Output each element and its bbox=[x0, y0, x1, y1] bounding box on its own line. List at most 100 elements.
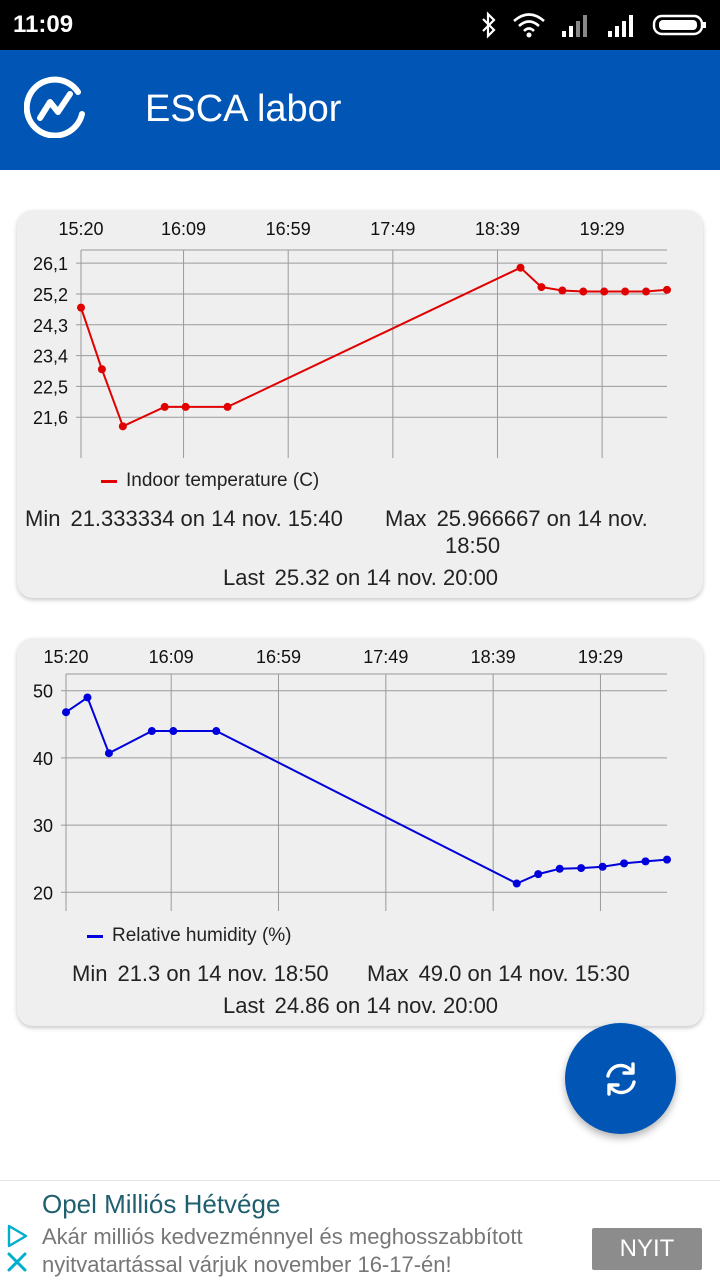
data-point bbox=[534, 870, 543, 879]
x-tick-label: 18:39 bbox=[475, 219, 520, 239]
temperature-card: 26,1 25,2 24,3 23,4 22,5 21,6 15:20 16:09 16:59 1… bbox=[17, 210, 703, 598]
x-tick-label: 16:59 bbox=[256, 647, 301, 667]
data-point bbox=[212, 727, 221, 736]
temperature-chart: 26,1 25,2 24,3 23,4 22,5 21,6 15:20 16:09 16:59 1… bbox=[33, 219, 671, 458]
data-point bbox=[598, 862, 607, 871]
x-tick-label: 17:49 bbox=[370, 219, 415, 239]
min-stat: Min 21.333334 on 14 nov. 15:40 bbox=[25, 506, 343, 532]
refresh-button[interactable] bbox=[565, 1023, 676, 1134]
data-point bbox=[77, 303, 85, 312]
y-tick-label: 24,3 bbox=[33, 316, 68, 336]
data-point bbox=[600, 287, 609, 296]
last-value: 24.86 on 14 nov. 20:00 bbox=[274, 993, 499, 1018]
max-value-continued: 18:50 bbox=[445, 533, 501, 558]
data-point bbox=[621, 287, 630, 296]
legend-label: Indoor temperature (C) bbox=[126, 470, 320, 491]
ad-text: Akár milliós kedvezménnyel és meghosszab… bbox=[42, 1224, 523, 1277]
ad-choices-icon[interactable] bbox=[5, 1224, 29, 1248]
y-tick-label: 26,1 bbox=[33, 254, 68, 274]
data-point bbox=[97, 365, 106, 374]
humidity-card: 50 40 30 20 15:20 16:09 16:59 17:49 18:39 19:29 R… bbox=[17, 638, 703, 1026]
y-tick-label: 30 bbox=[33, 816, 53, 836]
min-value: 21.3 on 14 nov. 18:50 bbox=[117, 961, 329, 986]
y-tick-label: 22,5 bbox=[33, 377, 68, 397]
data-point bbox=[663, 285, 671, 294]
cell-signal-icon-2 bbox=[608, 15, 633, 37]
data-point bbox=[641, 857, 650, 866]
data-point bbox=[169, 727, 178, 736]
app-title: ESCA labor bbox=[145, 88, 342, 130]
data-point bbox=[642, 287, 651, 296]
x-tick-label: 16:09 bbox=[149, 647, 194, 667]
x-tick-label: 15:20 bbox=[58, 219, 103, 239]
data-point bbox=[62, 708, 70, 717]
data-point bbox=[147, 727, 156, 736]
min-value: 21.333334 on 14 nov. 15:40 bbox=[70, 506, 343, 531]
data-point bbox=[104, 749, 113, 758]
max-stat: Max 25.966667 on 14 nov. bbox=[385, 506, 648, 532]
series-line bbox=[80, 266, 668, 428]
refresh-icon bbox=[605, 1061, 636, 1096]
data-point bbox=[181, 402, 190, 411]
max-value: 49.0 on 14 nov. 15:30 bbox=[418, 961, 630, 986]
wifi-icon bbox=[513, 13, 545, 38]
min-label: Min bbox=[72, 961, 108, 986]
data-point bbox=[579, 287, 588, 296]
status-time: 11:09 bbox=[13, 11, 74, 38]
min-label: Min bbox=[25, 506, 61, 531]
status-bar: 11:09 bbox=[0, 0, 720, 50]
data-point bbox=[555, 864, 564, 873]
app-logo-icon bbox=[24, 76, 85, 138]
data-point bbox=[558, 286, 567, 295]
y-tick-label: 20 bbox=[33, 883, 53, 903]
ad-open-button[interactable]: NYIT bbox=[592, 1228, 702, 1270]
x-tick-label: 19:29 bbox=[578, 647, 623, 667]
x-tick-label: 15:20 bbox=[43, 647, 88, 667]
data-point bbox=[160, 402, 169, 411]
max-stat: Max 49.0 on 14 nov. 15:30 bbox=[367, 961, 630, 987]
data-point bbox=[577, 864, 586, 873]
last-stat: Last 25.32 on 14 nov. 20:00 bbox=[223, 565, 498, 591]
x-tick-label: 16:09 bbox=[161, 219, 206, 239]
battery-icon bbox=[652, 14, 706, 36]
max-label: Max bbox=[367, 961, 409, 986]
data-point bbox=[663, 855, 671, 864]
last-label: Last bbox=[223, 565, 265, 590]
legend-label: Relative humidity (%) bbox=[112, 925, 292, 946]
y-tick-label: 23,4 bbox=[33, 347, 68, 367]
max-label: Max bbox=[385, 506, 427, 531]
data-point bbox=[620, 859, 629, 868]
cell-signal-icon bbox=[562, 15, 587, 37]
humidity-legend: Relative humidity (%) bbox=[87, 925, 292, 947]
humidity-chart: 50 40 30 20 15:20 16:09 16:59 17:49 18:39 19:29 bbox=[33, 647, 671, 911]
data-point bbox=[516, 263, 525, 272]
last-stat: Last 24.86 on 14 nov. 20:00 bbox=[223, 993, 498, 1019]
data-point bbox=[537, 283, 546, 292]
min-stat: Min 21.3 on 14 nov. 18:50 bbox=[72, 961, 329, 987]
y-tick-label: 40 bbox=[33, 749, 53, 769]
data-point bbox=[223, 402, 232, 411]
temperature-legend: Indoor temperature (C) bbox=[101, 470, 319, 492]
x-tick-label: 19:29 bbox=[580, 219, 625, 239]
status-icons bbox=[480, 10, 708, 40]
data-point bbox=[118, 422, 127, 431]
data-point bbox=[512, 879, 521, 888]
ad-close-icon[interactable] bbox=[6, 1251, 28, 1273]
x-tick-label: 17:49 bbox=[363, 647, 408, 667]
data-point bbox=[83, 693, 92, 702]
ad-banner[interactable]: Opel Milliós Hétvége Akár milliós kedvez… bbox=[0, 1180, 720, 1281]
y-tick-label: 21,6 bbox=[33, 408, 68, 428]
x-tick-label: 16:59 bbox=[266, 219, 311, 239]
last-value: 25.32 on 14 nov. 20:00 bbox=[274, 565, 499, 590]
ad-title[interactable]: Opel Milliós Hétvége bbox=[42, 1189, 281, 1219]
x-tick-label: 18:39 bbox=[471, 647, 516, 667]
bluetooth-icon bbox=[482, 11, 496, 39]
max-value: 25.966667 on 14 nov. bbox=[436, 506, 648, 531]
y-tick-label: 50 bbox=[33, 682, 53, 702]
y-tick-label: 25,2 bbox=[33, 285, 68, 305]
series-line bbox=[65, 695, 668, 885]
app-bar: ESCA labor bbox=[0, 50, 720, 170]
legend-swatch bbox=[87, 934, 103, 938]
last-label: Last bbox=[223, 993, 265, 1018]
legend-swatch bbox=[101, 479, 117, 483]
